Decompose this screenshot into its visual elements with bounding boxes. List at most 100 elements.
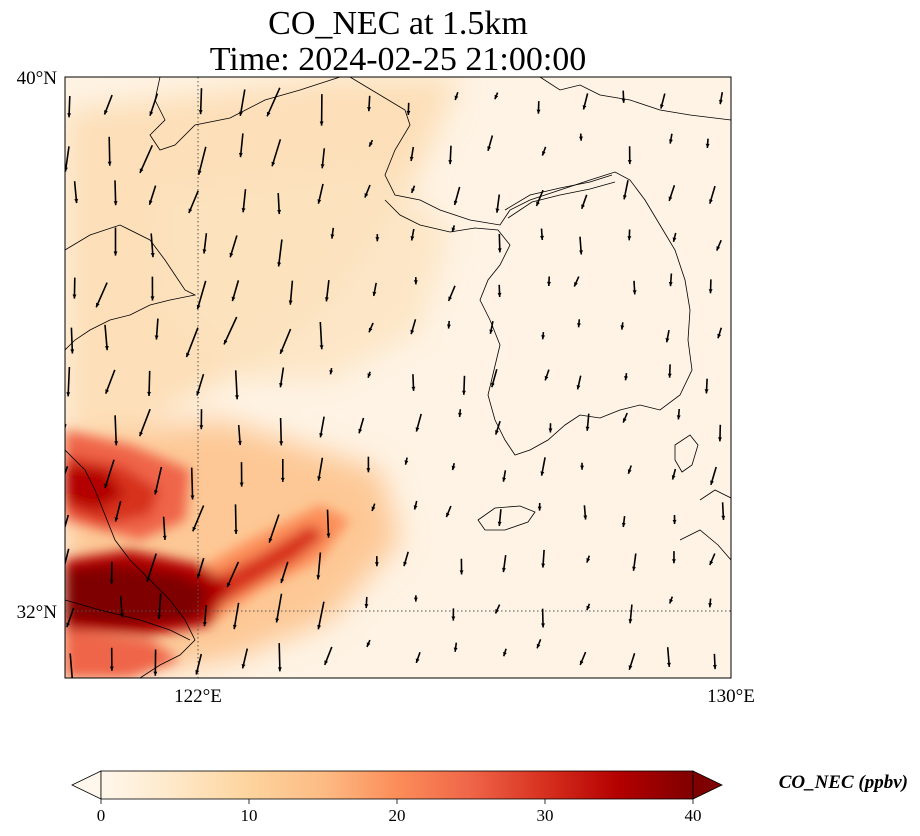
colorbar-extend-low [71,770,102,800]
wind-arrow [52,231,63,254]
wind-arrow [109,561,114,584]
wind-arrow [374,556,379,567]
wind-arrow [95,282,108,308]
wind-arrow [368,139,374,147]
wind-arrow [192,505,205,532]
wind-arrow [585,413,590,431]
wind-arrow [494,420,501,435]
map-frame [64,76,732,679]
wind-arrow [415,651,421,664]
wind-arrow [672,514,677,525]
wind-arrow [149,93,159,117]
wind-arrow [627,465,632,474]
wind-arrow [576,375,582,390]
wind-arrow [535,189,544,207]
wind-arrow [72,277,77,299]
wind-arrow [541,146,547,156]
wind-arrow [119,595,124,618]
wind-arrow [113,227,118,256]
wind-arrow [580,462,584,470]
wind-arrow [721,502,726,520]
wind-arrow [632,280,637,295]
wind-arrow [451,225,456,233]
colorbar: 0 10 20 30 40 CO_NEC (ppbv) [71,770,908,825]
wind-arrow [579,133,583,141]
wind-arrow [628,652,636,670]
wind-arrow [69,653,74,678]
wind-arrow [705,138,710,148]
wind-arrow [672,232,677,242]
wind-arrow [198,88,203,115]
wind-arrow [65,466,69,476]
wind-arrow [150,276,155,301]
wind-arrow [704,378,709,394]
wind-arrow [226,561,240,588]
wind-arrow [237,424,242,446]
wind-arrow [288,280,294,305]
wind-arrow [196,557,205,579]
wind-arrow [620,322,625,330]
wind-arrow [445,505,452,518]
wind-arrow [623,180,629,200]
wind-arrow [316,552,322,580]
wind-arrow [324,280,330,302]
wind-arrow [621,516,626,528]
wind-arrow [366,639,371,648]
wind-arrow [495,194,501,213]
wind-arrow [671,468,677,480]
wind-arrow [406,102,411,116]
wind-arrow [497,284,502,298]
wind-arrow [185,327,199,358]
wind-arrow [627,229,632,241]
wind-arrow [537,502,542,511]
wind-arrow [668,596,674,604]
wind-arrow [583,505,588,520]
wind-arrow [109,647,114,671]
wind-arrow [709,553,716,566]
wind-arrow [147,370,151,397]
wind-arrow [547,276,551,287]
wind-arrow [114,500,122,522]
wind-arrow [364,184,371,198]
wind-arrow [458,409,462,418]
wind-arrow [548,423,553,433]
wind-arrow [668,185,676,202]
wind-arrow [628,604,633,624]
wind-arrow [708,279,713,294]
wind-arrow [317,601,325,630]
colorbar-tick-30: 30 [537,806,554,825]
wind-arrow [364,596,369,609]
wind-arrow [320,148,326,169]
wind-arrow [372,282,377,297]
wind-arrow [409,146,415,162]
wind-arrow [65,514,70,530]
wind-arrow [65,146,70,172]
wind-arrow [197,146,207,175]
wind-arrow [487,135,494,152]
wind-arrow [232,602,240,630]
wind-arrow [153,649,158,676]
wind-arrow [241,189,247,213]
wind-arrow [580,194,588,210]
wind-arrow [502,554,507,573]
wind-arrow [676,408,681,420]
wind-arrow [231,280,240,302]
wind-arrow [366,456,371,473]
wind-arrow [202,233,208,254]
wind-arrow [330,227,335,239]
wind-arrow [190,467,195,500]
wind-arrow [154,466,163,495]
wind-arrow [413,500,418,510]
wind-arrow [540,457,546,476]
wind-arrow [277,643,282,672]
wind-arrow [146,553,157,583]
wind-arrow [113,180,118,206]
wind-arrow [67,95,72,118]
wind-arrow [719,92,724,105]
wind-arrow [139,144,154,174]
wind-arrow [410,228,415,241]
wind-arrow [234,370,239,400]
wind-arrow [451,463,456,471]
wind-arrow [413,277,418,285]
wind-arrow [154,318,159,340]
